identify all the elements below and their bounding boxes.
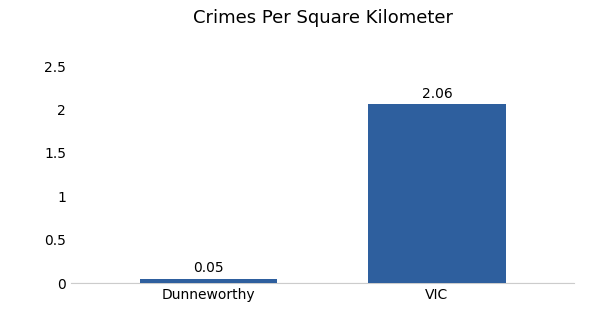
Text: 0.05: 0.05 — [193, 261, 224, 275]
Bar — [368, 104, 506, 283]
Title: Crimes Per Square Kilometer: Crimes Per Square Kilometer — [192, 9, 453, 27]
Text: 2.06: 2.06 — [422, 87, 452, 101]
Bar — [140, 279, 277, 283]
